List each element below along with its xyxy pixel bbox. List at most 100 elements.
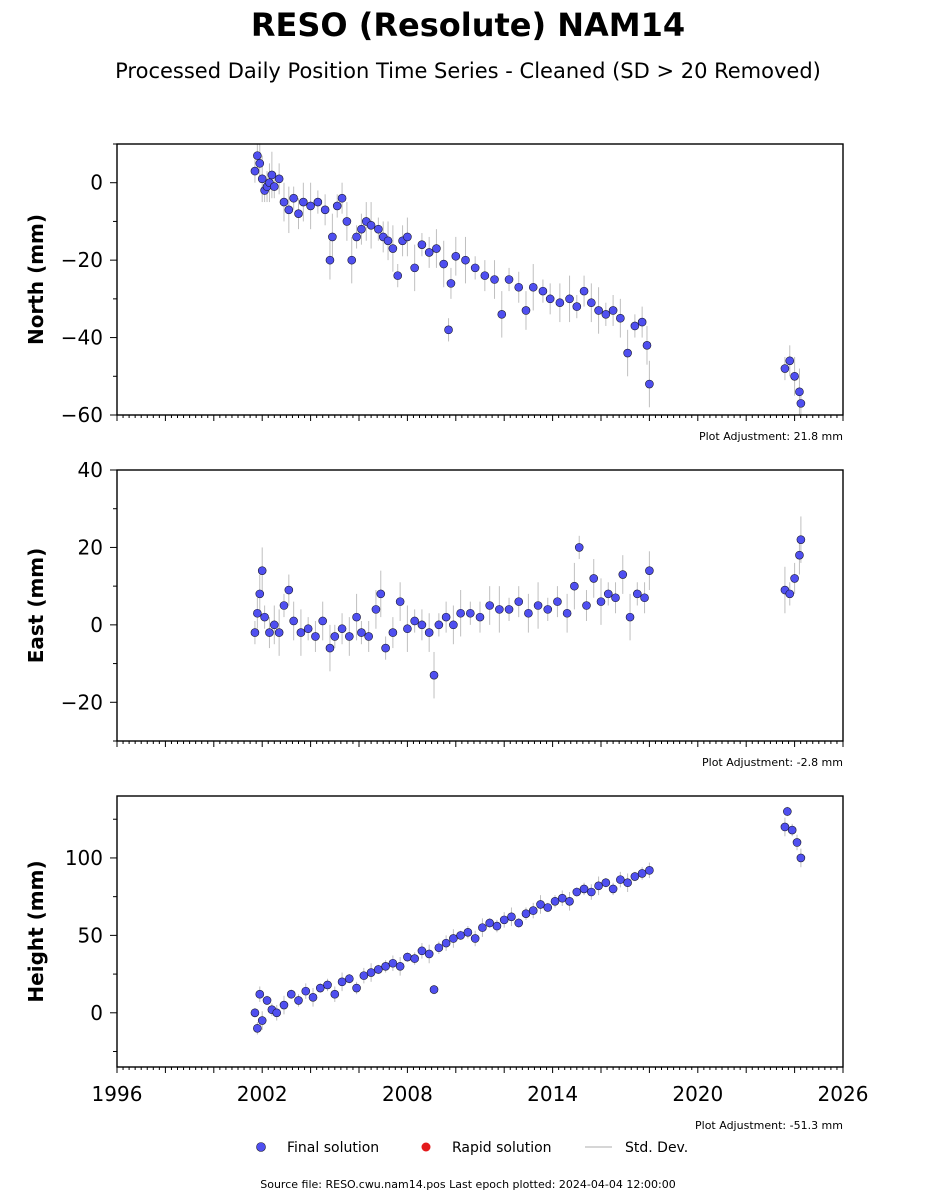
data-point <box>308 993 318 1002</box>
data-point <box>514 597 524 606</box>
data-point <box>424 949 434 959</box>
data-point <box>364 632 373 641</box>
data-point <box>352 232 361 242</box>
data-point <box>451 251 461 261</box>
data-point <box>257 174 267 184</box>
data-point <box>253 608 262 618</box>
data-point <box>325 643 335 653</box>
data-point <box>790 371 799 381</box>
legend-rapid-label: Rapid solution <box>452 1140 552 1156</box>
data-point <box>253 1023 262 1033</box>
data-point <box>441 938 451 948</box>
data-point <box>434 620 444 630</box>
data-point <box>381 962 390 971</box>
data-point <box>570 581 579 591</box>
data-point <box>640 593 649 603</box>
data-point <box>347 255 357 265</box>
x-tick-label: 1996 <box>92 1082 143 1106</box>
data-point <box>637 869 647 878</box>
data-point <box>795 550 804 560</box>
data-point <box>480 271 490 280</box>
data-point <box>485 918 494 928</box>
data-point <box>374 965 383 974</box>
data-point <box>432 244 441 253</box>
data-point <box>504 275 514 284</box>
data-point <box>352 612 361 622</box>
data-point <box>565 294 574 304</box>
data-point <box>255 159 265 168</box>
data-point <box>388 244 398 253</box>
data-point <box>524 608 533 618</box>
data-point <box>303 624 313 634</box>
data-point <box>792 838 802 847</box>
data-point <box>250 628 260 637</box>
data-point <box>417 620 427 630</box>
data-point <box>265 628 274 637</box>
data-point <box>645 866 654 875</box>
data-point <box>395 962 405 971</box>
data-point <box>257 1016 267 1025</box>
data-point <box>533 601 543 610</box>
data-point <box>492 921 502 931</box>
legend-final-label: Final solution <box>287 1140 379 1156</box>
data-point <box>286 989 296 999</box>
data-point <box>572 302 582 311</box>
data-point <box>330 632 340 641</box>
data-point <box>507 912 516 922</box>
data-point <box>299 197 308 207</box>
data-point <box>645 566 654 575</box>
y-tick-label: −60 <box>61 403 103 427</box>
data-point <box>267 170 277 180</box>
y-tick-label: 0 <box>90 171 103 195</box>
data-point <box>318 616 328 626</box>
data-point <box>250 1008 260 1018</box>
panel-data-north <box>250 144 806 415</box>
data-point <box>543 903 553 912</box>
data-point <box>596 597 606 606</box>
legend-rapid-marker <box>421 1142 431 1152</box>
y-axis-label: North (mm) <box>24 214 48 345</box>
data-point <box>579 884 589 894</box>
data-point <box>269 182 279 191</box>
data-point <box>444 325 453 335</box>
y-tick-label: 50 <box>78 923 103 947</box>
legend-item-final: Final solution <box>256 1140 379 1156</box>
legend-item-stddev: Std. Dev. <box>585 1140 688 1156</box>
data-point <box>441 612 451 622</box>
legend-final-marker <box>256 1142 266 1152</box>
data-point <box>623 348 632 358</box>
plot-adjustment-note: Plot Adjustment: -51.3 mm <box>695 1119 843 1132</box>
data-point <box>429 985 439 994</box>
data-point <box>325 255 335 265</box>
legend-item-rapid: Rapid solution <box>421 1140 552 1156</box>
data-point <box>410 954 419 963</box>
data-point <box>296 628 306 637</box>
panel-data-east <box>250 516 806 699</box>
data-point <box>446 279 456 288</box>
data-point <box>557 893 567 903</box>
data-point <box>783 807 792 816</box>
source-footnote: Source file: RESO.cwu.nam14.pos Last epo… <box>260 1178 675 1191</box>
data-point <box>514 282 524 292</box>
data-point <box>403 624 412 634</box>
data-point <box>315 983 325 993</box>
data-point <box>395 597 405 606</box>
data-point <box>393 271 403 280</box>
y-tick-label: −20 <box>61 690 103 714</box>
data-point <box>623 878 632 888</box>
data-point <box>357 628 366 637</box>
data-point <box>279 601 289 610</box>
data-point <box>504 605 514 614</box>
legend-stddev-label: Std. Dev. <box>625 1140 688 1156</box>
data-point <box>478 923 487 932</box>
data-point <box>456 931 465 940</box>
panel-north: −60 −40 −20 0 North (mm) Plot Adjustment: 21.… <box>24 143 844 443</box>
data-point <box>424 248 434 257</box>
data-point <box>289 193 298 203</box>
data-point <box>320 205 330 215</box>
data-point <box>337 193 347 203</box>
y-tick-label: 40 <box>78 458 103 482</box>
data-point <box>337 624 347 634</box>
data-point <box>608 884 618 894</box>
data-point <box>616 875 625 884</box>
